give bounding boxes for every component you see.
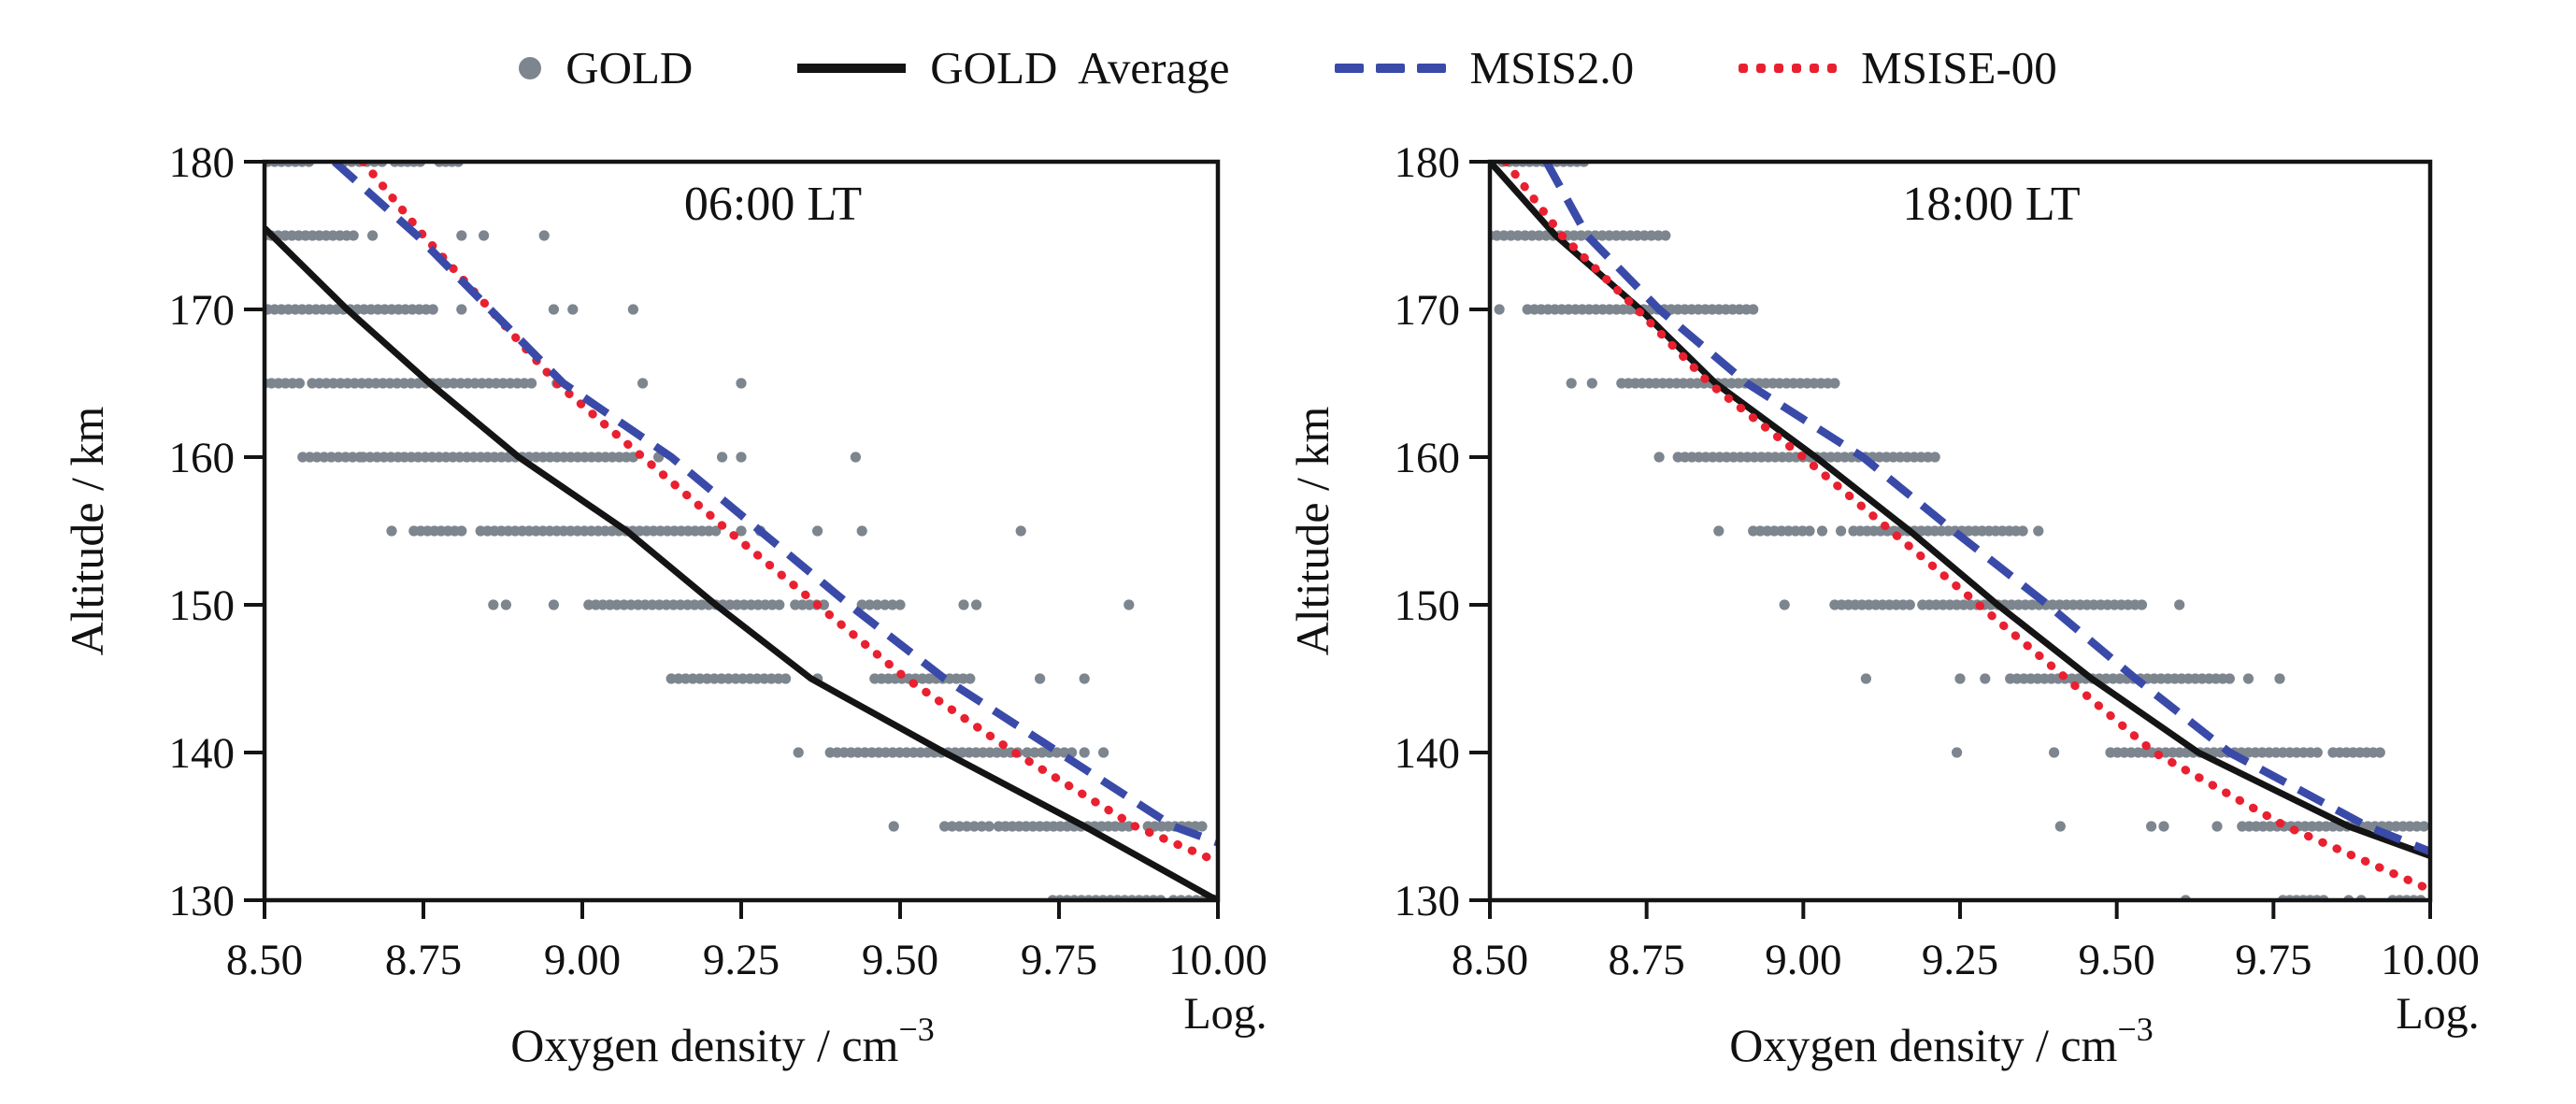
legend: GOLD GOLD Average MSIS2.0 MSISE-00 [0,41,2576,94]
y-tick-label: 130 [169,877,236,925]
y-tick-label: 170 [169,286,236,335]
gold-average-line [265,225,1218,900]
y-axis: 130 140 150 160 170 180 [1395,138,1490,925]
x-tick-label: 9.00 [544,936,621,984]
legend-item-gold: GOLD [519,41,693,94]
x-tick-label: 9.50 [862,936,938,984]
legend-label-msise00: MSISE-00 [1861,42,2057,93]
y-axis-title: Altitude / km [61,407,113,656]
legend-item-gold-average: GOLD Average [797,41,1230,94]
y-tick-label: 170 [1395,286,1461,335]
left-panel: 8.50 8.75 9.00 9.25 9.50 9.75 10.00 Log. Oxygen … [61,138,1267,1071]
legend-item-msis20: MSIS2.0 [1334,41,1635,94]
x-axis-title: Oxygen density / cm−3 [510,1011,935,1071]
y-tick-label: 140 [1395,729,1461,778]
legend-label-gold: GOLD [565,42,694,93]
y-axis: 130 140 150 160 170 180 [169,138,265,925]
log-scale-label: Log. [2396,989,2479,1039]
y-tick-label: 130 [1395,877,1461,925]
panel-title: 06:00 LT [684,178,862,231]
plot-area [265,162,1218,900]
x-tick-label: 9.50 [2079,936,2155,984]
y-tick-label: 150 [169,581,236,630]
solid-line-icon [797,63,907,73]
msis20-line [331,162,1218,847]
msise00-line [1501,162,2428,892]
x-axis: 8.50 8.75 9.00 9.25 9.50 9.75 10.00 Log. [226,900,1267,1039]
x-tick-label: 9.75 [1021,936,1097,984]
log-scale-label: Log. [1183,989,1267,1039]
x-tick-label: 9.25 [1922,936,1998,984]
plot-area [1490,162,2430,900]
x-tick-label: 10.00 [1168,936,1267,984]
gold-scatter-points [265,162,1217,900]
x-tick-label: 9.25 [703,936,780,984]
legend-label-msis20: MSIS2.0 [1469,42,1635,93]
legend-item-msise00: MSISE-00 [1739,41,2057,94]
dotted-line-icon [1739,63,1838,73]
msise00-line [358,162,1218,867]
y-tick-label: 160 [169,434,236,482]
y-tick-label: 180 [1395,138,1461,187]
y-tick-label: 160 [1395,434,1461,482]
x-tick-label: 8.50 [1452,936,1528,984]
x-axis-title: Oxygen density / cm−3 [1729,1011,2154,1071]
dashed-line-icon [1334,63,1446,73]
y-tick-label: 140 [169,729,236,778]
y-axis-title: Altitude / km [1286,407,1338,656]
x-tick-label: 8.75 [385,936,462,984]
x-tick-label: 9.00 [1765,936,1841,984]
right-panel: 8.50 8.75 9.00 9.25 9.50 9.75 10.00 Log. Oxygen … [1286,138,2480,1071]
legend-label-gold-average: GOLD Average [930,42,1230,93]
msis20-line [1542,162,2430,855]
gold-dot-icon [519,56,542,79]
x-tick-label: 9.75 [2235,936,2311,984]
y-tick-label: 150 [1395,581,1461,630]
gold-average-line [1490,162,2430,859]
y-tick-label: 180 [169,138,236,187]
panel-title: 18:00 LT [1902,178,2080,231]
x-axis: 8.50 8.75 9.00 9.25 9.50 9.75 10.00 Log. [1452,900,2480,1039]
x-tick-label: 10.00 [2381,936,2480,984]
x-tick-label: 8.75 [1609,936,1685,984]
x-tick-label: 8.50 [226,936,303,984]
